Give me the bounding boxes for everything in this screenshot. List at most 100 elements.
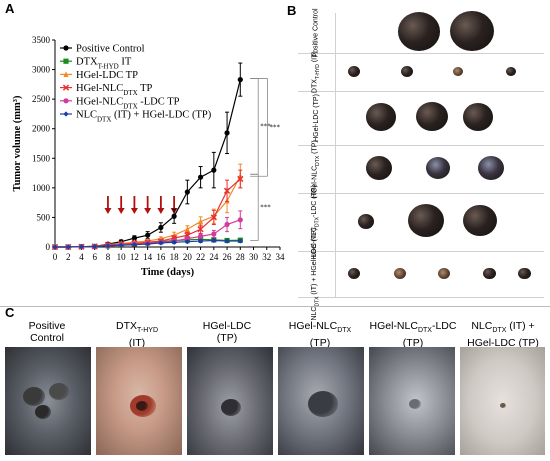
tumor-lesion [221, 399, 241, 416]
data-point [105, 243, 111, 249]
tumor-photo [394, 268, 406, 280]
treatment-arrow-head [157, 208, 165, 214]
mouse-photo [278, 347, 364, 455]
legend-item: HGel-LDC TP [60, 70, 138, 81]
tumor-row: HGel-NLCDTX-LDC (TP) [298, 185, 544, 259]
x-tick-label: 24 [209, 252, 219, 262]
y-tick-label: 2500 [32, 94, 51, 104]
tumor-photo [348, 66, 360, 78]
tumor-row: NLCDTX (IT) + HGel-LDC (TP) [298, 228, 544, 320]
tumor-photo [416, 102, 448, 132]
x-tick-label: 8 [106, 252, 111, 262]
data-point [224, 221, 230, 228]
tumor-photo [426, 157, 450, 180]
row-divider [335, 251, 336, 297]
x-tick-label: 18 [170, 252, 180, 262]
tumor-photo [398, 12, 440, 51]
legend-label: NLCDTX (IT) + HGel-LDC (TP) [76, 110, 212, 124]
y-tick-label: 500 [37, 212, 51, 222]
tumor-lesion [23, 387, 45, 406]
tumor-row: DTXT-HYD (IT) [298, 51, 544, 93]
tumor-photo [358, 214, 374, 229]
treatment-title: NLCDTX (IT) + HGel-LDC (TP) [467, 320, 539, 350]
legend-label: HGel-LDC TP [76, 70, 138, 81]
y-tick-label: 3000 [32, 65, 51, 75]
significance-label: *** [269, 123, 280, 131]
tumor-lesion [409, 399, 421, 410]
tumor-photo [438, 268, 450, 280]
data-point [197, 218, 204, 225]
tumor-photo [453, 67, 463, 77]
mouse-photo [369, 347, 455, 455]
tumor-row-label: Positive Control [312, 8, 320, 58]
legend-item: HGel-NLCDTX -LDC TP [60, 96, 180, 110]
data-point [211, 237, 217, 244]
tumor-photo [401, 66, 413, 78]
x-tick-label: 12 [130, 252, 139, 262]
y-tick-label: 1500 [32, 153, 51, 163]
data-point [184, 226, 190, 232]
x-tick-label: 4 [79, 252, 84, 262]
data-point [145, 232, 151, 238]
panel-letter-a: A [5, 1, 15, 16]
data-point [197, 174, 204, 180]
tumor-row: HGel-LDC (TP) [298, 91, 544, 146]
x-tick-label: 16 [156, 252, 166, 262]
treatment-title: HGel-LDC (TP) [202, 320, 252, 344]
treatment-title: HGel-NLCDTX-LDC (TP) [369, 320, 457, 350]
treatment-title: HGel-NLCDTX (TP) [288, 320, 352, 350]
x-tick-label: 22 [196, 252, 205, 262]
tumor-photo [463, 103, 493, 131]
treatment-arrow-head [104, 208, 112, 214]
data-point [211, 231, 217, 237]
data-point [63, 111, 69, 117]
data-point [210, 214, 217, 221]
legend-label: Positive Control [76, 44, 145, 55]
data-point [171, 239, 177, 245]
tumor-photo [483, 267, 496, 280]
y-tick-label: 2000 [32, 124, 51, 134]
chart-series [51, 62, 244, 251]
treatment-title: Positive Control [28, 320, 66, 344]
treatment-arrow-head [130, 208, 138, 214]
row-divider [335, 13, 336, 53]
x-tick-label: 6 [92, 252, 97, 262]
data-point [118, 242, 124, 248]
tumor-photo [366, 156, 392, 180]
data-point [197, 233, 204, 239]
y-tick-label: 3500 [32, 35, 51, 45]
data-point [184, 239, 190, 245]
data-point [65, 244, 71, 250]
data-point [171, 213, 177, 219]
tumor-row: HGel-NLCDTX (TP) [298, 140, 544, 198]
treatment-arrows [104, 196, 178, 214]
tumor-photo [506, 67, 516, 77]
data-point [158, 224, 164, 231]
x-tick-label: 32 [262, 252, 271, 262]
legend-label: HGel-NLCDTX -LDC TP [76, 96, 180, 110]
data-point [184, 189, 190, 195]
data-point [145, 241, 151, 247]
tumor-photo [450, 11, 494, 52]
x-axis-title: Time (days) [141, 267, 195, 278]
panel-letter-b: B [287, 3, 297, 18]
tumor-row-label: HGel-LDC (TP) [312, 94, 320, 142]
significance-brackets: ********* [250, 78, 280, 241]
row-divider [335, 53, 336, 91]
x-tick-label: 0 [53, 252, 58, 262]
data-point [237, 217, 243, 223]
x-tick-label: 30 [249, 252, 259, 262]
legend-item: Positive Control [60, 44, 145, 55]
row-divider [335, 91, 336, 145]
treatment-arrow-head [144, 208, 152, 214]
tumor-lesion [49, 383, 69, 400]
treatment-arrow-head [117, 208, 125, 214]
y-tick-label: 1000 [32, 183, 51, 193]
tumor-photo [518, 267, 531, 280]
significance-label: *** [260, 122, 271, 130]
x-tick-label: 20 [183, 252, 193, 262]
legend-label: HGel-NLCDTX TP [76, 83, 152, 97]
data-point [63, 98, 69, 104]
